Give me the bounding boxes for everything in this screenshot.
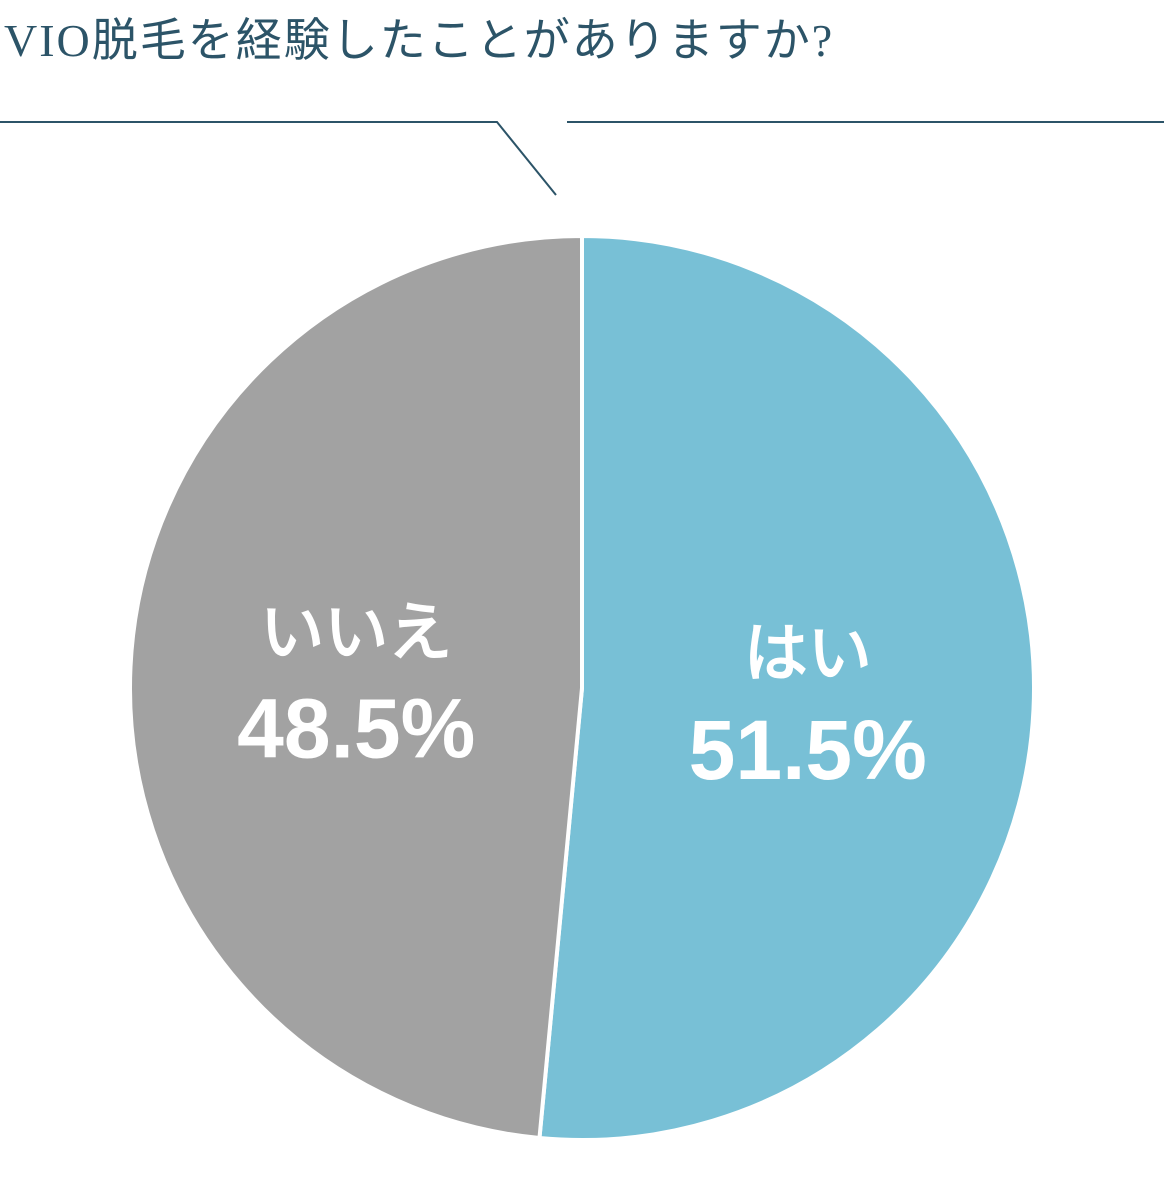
slice-value-label: 51.5% — [689, 703, 927, 797]
pie-slice — [128, 234, 584, 1140]
slice-value-label: 48.5% — [237, 682, 475, 776]
slice-category-label: いいえ — [260, 596, 452, 668]
slice-category-label: はい — [744, 618, 872, 690]
title-underline — [0, 121, 557, 196]
chart-title: VIO脱毛を経験したことがありますか? — [4, 15, 834, 66]
pie-slice — [537, 234, 1037, 1142]
